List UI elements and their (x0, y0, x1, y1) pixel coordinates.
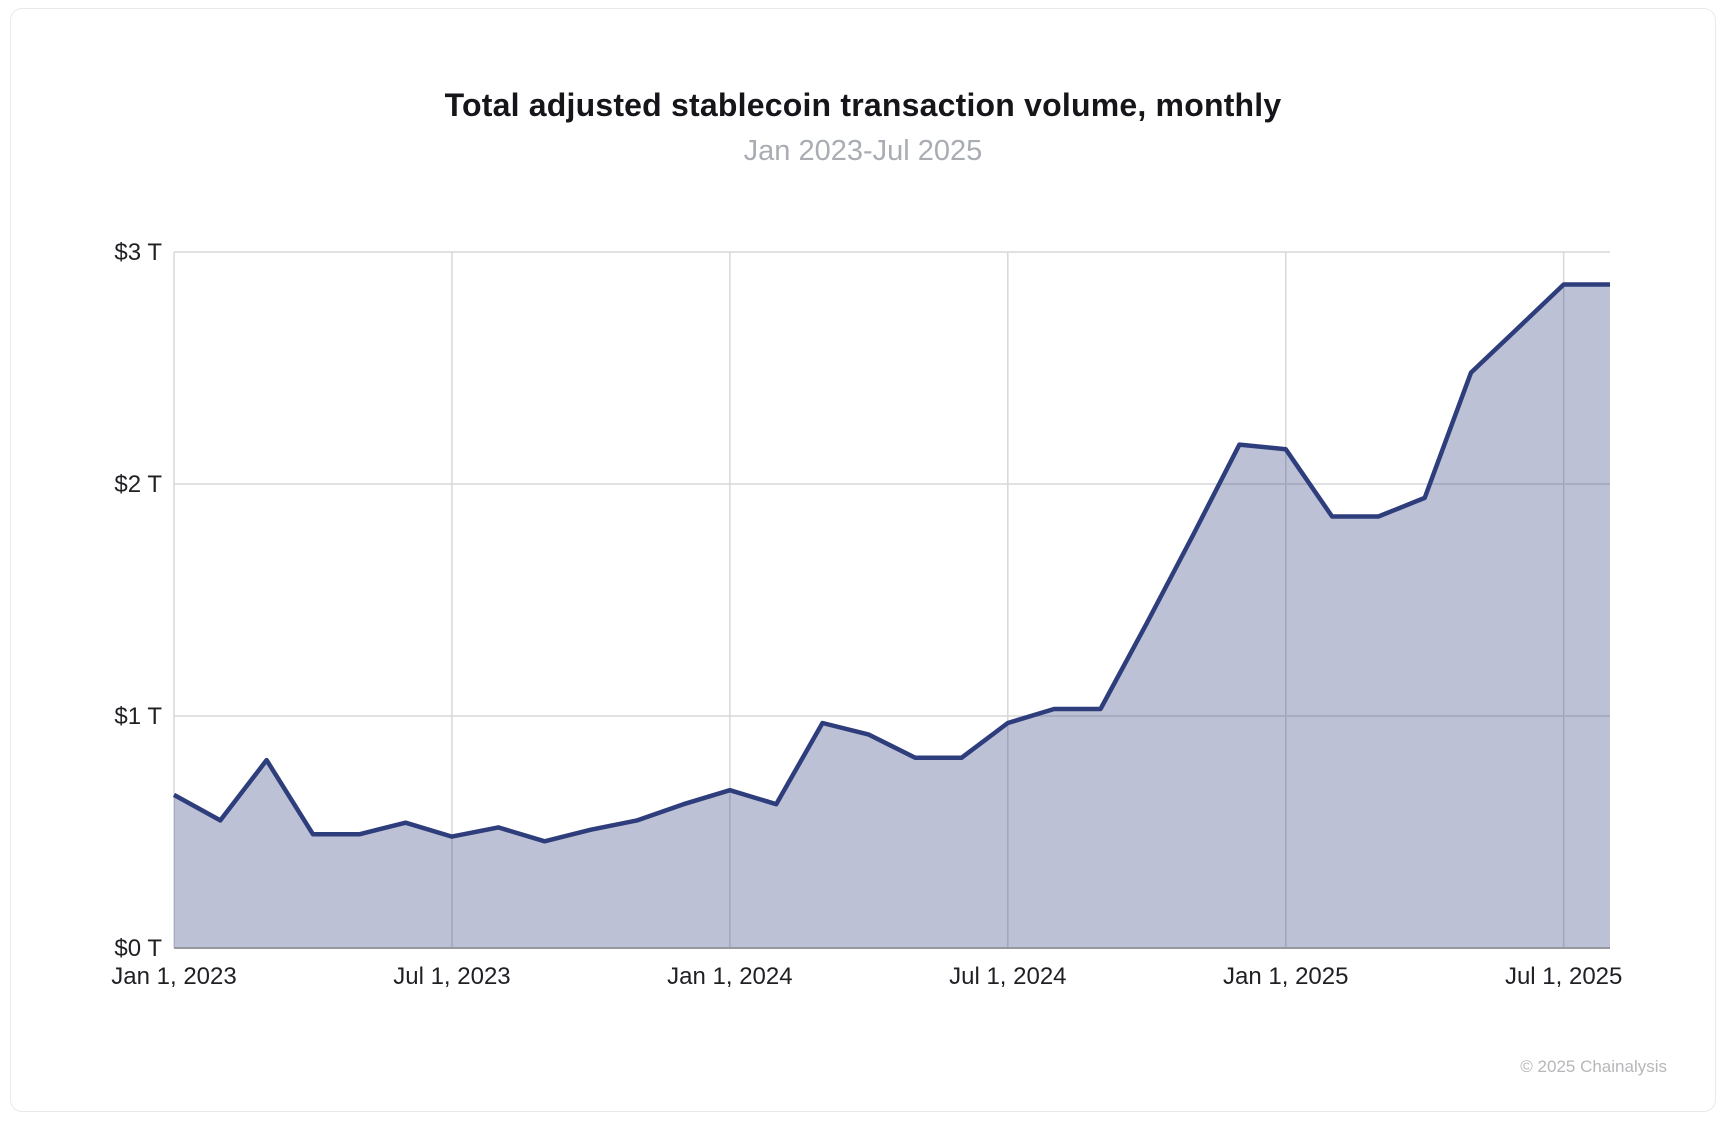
chart-card: Total adjusted stablecoin transaction vo… (10, 8, 1716, 1112)
y-tick-label: $0 T (114, 935, 162, 962)
chart-subtitle: Jan 2023-Jul 2025 (743, 135, 983, 167)
x-tick-label: Jul 1, 2023 (393, 963, 510, 990)
y-tick-label: $3 T (114, 239, 162, 266)
area-fill (174, 284, 1610, 948)
y-tick-label: $1 T (114, 703, 162, 730)
x-tick-label: Jul 1, 2024 (949, 963, 1066, 990)
chart-title: Total adjusted stablecoin transaction vo… (444, 87, 1282, 123)
x-tick-label: Jan 1, 2023 (111, 963, 236, 990)
x-tick-label: Jan 1, 2024 (667, 963, 792, 990)
data-line (172, 282, 1610, 844)
x-tick-label: Jan 1, 2025 (1223, 963, 1348, 990)
x-tick-label: Jul 1, 2025 (1505, 963, 1622, 990)
copyright-note: © 2025 Chainalysis (1520, 1057, 1667, 1076)
y-tick-label: $2 T (114, 471, 162, 498)
